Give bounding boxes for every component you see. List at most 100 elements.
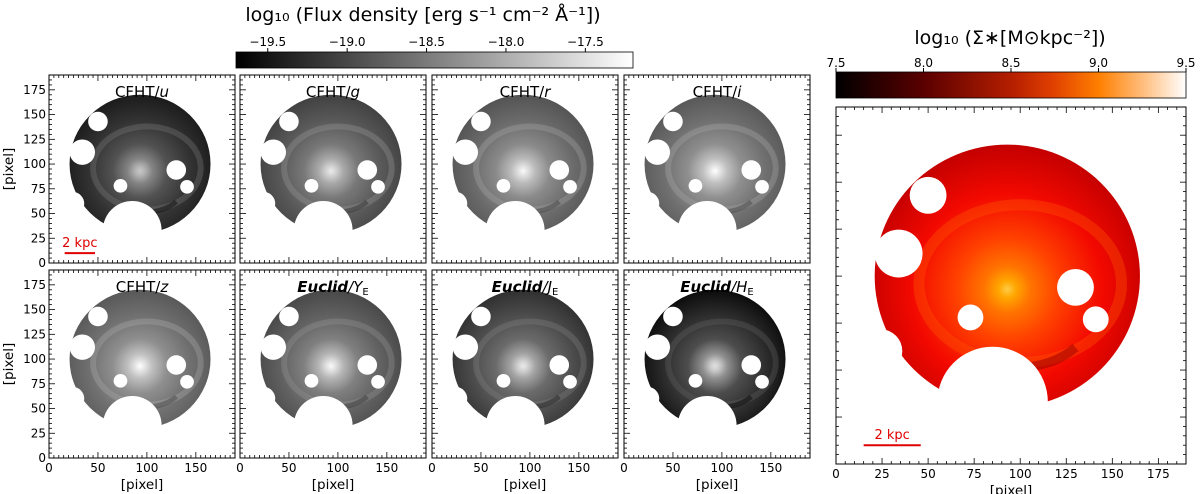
flux-colorbar-title: log₁₀ (Flux density [erg s⁻¹ cm⁻² Å⁻¹]) [245, 3, 600, 26]
band-panel: CFHT/g [239, 74, 427, 264]
x-tick-label: 0 [832, 467, 840, 481]
x-tick-label: 100 [518, 461, 541, 475]
x-tick-label: 150 [184, 461, 207, 475]
dust-lane [116, 199, 178, 215]
spiral-arm [913, 199, 1128, 369]
x-tick-label: 50 [90, 461, 105, 475]
colorbar-tick-label: −18.0 [488, 35, 525, 49]
band-panel: 0 50 100 150 [pixel] Euclid/HE [620, 269, 811, 493]
mass-colorbar-gradient [835, 71, 1187, 99]
colorbar-tick-label: 9.5 [1176, 56, 1195, 70]
dust-lane [691, 394, 753, 410]
band-panel: CFHT/i [623, 74, 811, 264]
dust-lane [963, 343, 1079, 373]
x-tick-label: 50 [920, 467, 935, 481]
colorbar-tick-label: −19.5 [249, 35, 286, 49]
mass-colorbar-title: log₁₀ (Σ∗[M⊙kpc⁻²]) [914, 27, 1105, 49]
panel-title: CFHT/u [115, 83, 169, 101]
spiral-arm [90, 123, 204, 213]
colorbar-tick-label: 7.5 [826, 56, 845, 70]
band-panel: 0 50 100 150 [pixel] Euclid/JE [428, 269, 619, 493]
x-tick-label: 0 [620, 461, 628, 475]
y-tick-label: 100 [23, 352, 46, 366]
y-tick-label: 25 [31, 231, 46, 245]
y-tick-label: 75 [31, 377, 46, 391]
x-tick-label: 0 [45, 461, 53, 475]
flux-colorbar-ticks: −19.5 −19.0 −18.5 −18.0 −17.5 [249, 35, 604, 52]
panel-title: CFHT/r [500, 83, 552, 101]
panel-title: Euclid/JE [492, 278, 559, 298]
x-tick-label: 50 [281, 461, 296, 475]
flux-colorbar: log₁₀ (Flux density [erg s⁻¹ cm⁻² Å⁻¹]) … [235, 3, 634, 69]
colorbar-tick-label: 9.0 [1089, 56, 1108, 70]
spiral-arm [665, 318, 779, 408]
mass-colorbar-ticks: 7.5 8.0 8.5 9.0 9.5 [826, 56, 1196, 72]
x-tick-label: 100 [135, 461, 158, 475]
x-tick-label: 50 [473, 461, 488, 475]
y-tick-label: 150 [23, 303, 46, 317]
x-axis-label: [pixel] [990, 483, 1032, 494]
dust-lane [116, 394, 178, 410]
y-tick-label: 0 [38, 256, 46, 270]
x-tick-label: 100 [710, 461, 733, 475]
spiral-arm [473, 123, 587, 213]
x-tick-label: 0 [236, 461, 244, 475]
y-tick-label: 0 [38, 451, 46, 465]
y-tick-label: 75 [31, 182, 46, 196]
colorbar-tick-label: 8.5 [1001, 56, 1020, 70]
band-panel: 0 50 100 150 [pixel] Euclid/YE [236, 269, 427, 493]
scale-bar-label: 2 kpc [62, 236, 97, 251]
flux-colorbar-gradient [235, 51, 634, 69]
y-tick-label: 25 [31, 426, 46, 440]
spiral-arm [281, 318, 395, 408]
y-tick-label: 50 [31, 207, 46, 221]
panel-title: Euclid/HE [680, 278, 754, 298]
galaxy-image [69, 289, 211, 429]
x-tick-label: 150 [1101, 467, 1124, 481]
spiral-arm [281, 123, 395, 213]
y-tick-label: 100 [23, 157, 46, 171]
spiral-arm [665, 123, 779, 213]
y-tick-label: 125 [23, 327, 46, 341]
colorbar-tick-label: −17.5 [567, 35, 604, 49]
y-axis-label: [pixel] [1, 343, 17, 385]
x-tick-label: 175 [1147, 467, 1170, 481]
colorbar-tick-label: −18.5 [408, 35, 445, 49]
y-tick-label: 175 [23, 278, 46, 292]
colorbar-tick-label: −19.0 [329, 35, 366, 49]
mass-map: 0 25 50 75 100 125 150 175 [pixel] 2 kpc [832, 106, 1187, 494]
y-tick-label: 125 [23, 132, 46, 146]
x-tick-label: 150 [759, 461, 782, 475]
band-panel: 0 25 50 75 100 125 150 175 [pixel] CFHT/u 2 kpc [1, 74, 236, 270]
y-tick-label: 50 [31, 402, 46, 416]
x-tick-label: 125 [1055, 467, 1078, 481]
mass-colorbar: log₁₀ (Σ∗[M⊙kpc⁻²]) 7.5 8.0 8.5 9.0 9.5 [826, 27, 1196, 99]
x-tick-label: 50 [665, 461, 680, 475]
y-tick-label: 150 [23, 108, 46, 122]
spiral-arm [473, 318, 587, 408]
dust-lane [499, 199, 561, 215]
y-axis-label: [pixel] [1, 148, 17, 190]
galaxy-image [874, 144, 1140, 408]
x-tick-label: 25 [874, 467, 889, 481]
panel-title: CFHT/z [116, 278, 170, 296]
galaxy-image [452, 94, 594, 234]
panel-title: CFHT/i [693, 83, 743, 101]
spiral-arm [90, 318, 204, 408]
mass-scale-bar-label: 2 kpc [875, 428, 910, 443]
x-axis-label: [pixel] [312, 477, 354, 493]
dust-lane [307, 394, 369, 410]
x-axis-label: [pixel] [696, 477, 738, 493]
panel-title: Euclid/YE [297, 278, 368, 298]
dust-lane [307, 199, 369, 215]
panel-title: CFHT/g [306, 83, 360, 101]
x-tick-label: 0 [428, 461, 436, 475]
galaxy-image [452, 289, 594, 429]
galaxy-image [69, 94, 211, 234]
x-tick-label: 150 [567, 461, 590, 475]
mass-map-panel: 0 25 50 75 100 125 150 175 [pixel] 2 kpc [832, 106, 1187, 494]
x-tick-label: 100 [1009, 467, 1032, 481]
x-axis-label: [pixel] [121, 477, 163, 493]
x-tick-label: 75 [967, 467, 982, 481]
